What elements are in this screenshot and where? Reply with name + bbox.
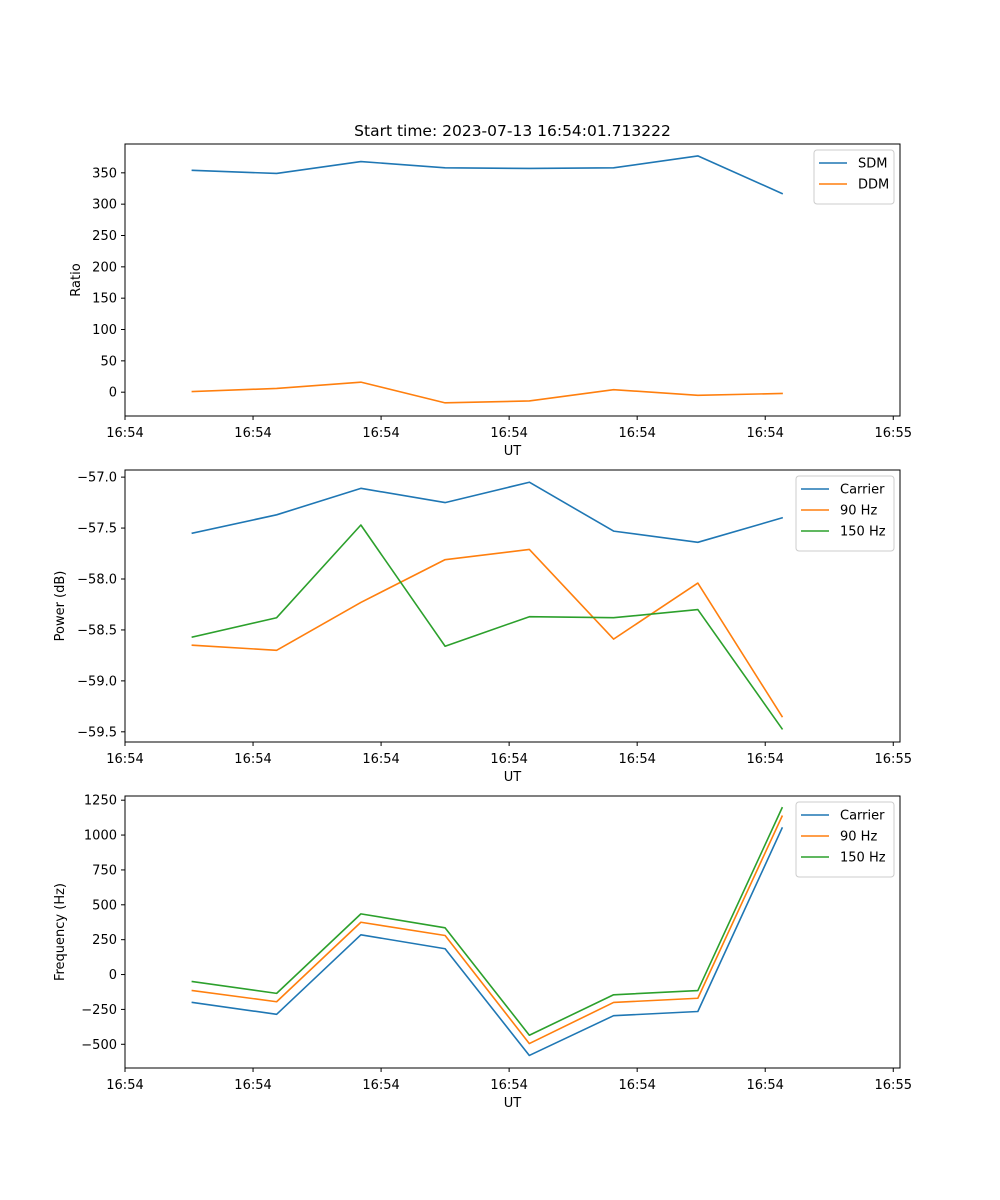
x-tick-label: 16:54 <box>490 752 527 767</box>
legend-label: SDM <box>858 157 887 172</box>
y-tick-label: −57.5 <box>77 522 117 537</box>
x-axis-label: UT <box>504 770 522 785</box>
y-tick-label: 250 <box>92 933 117 948</box>
y-axis-label: Power (dB) <box>53 571 68 642</box>
y-tick-label: 350 <box>92 166 117 181</box>
legend: SDM DDM <box>813 149 895 205</box>
legend-label: 90 Hz <box>840 504 877 519</box>
x-tick-label: 16:54 <box>746 426 783 441</box>
y-tick-label: −57.0 <box>77 471 117 486</box>
x-tick-label: 16:54 <box>618 752 655 767</box>
x-tick-label: 16:54 <box>362 1078 399 1093</box>
y-tick-label: −59.5 <box>77 725 117 740</box>
series-line-150-hz <box>191 806 784 1037</box>
x-tick-label: 16:55 <box>875 752 912 767</box>
y-tick-label: 50 <box>100 354 117 369</box>
y-tick-label: 100 <box>92 323 117 338</box>
x-tick-label: 16:54 <box>106 426 143 441</box>
x-tick-label: 16:55 <box>875 1078 912 1093</box>
chart-panel-2: 16:54 16:54 16:54 16:54 16:54 16:54 16:55 −59.5… <box>53 469 912 785</box>
x-tick-label: 16:54 <box>234 1078 271 1093</box>
y-tick-label: −58.0 <box>77 573 117 588</box>
plot-area-frame <box>124 469 901 743</box>
panels: 16:54 16:54 16:54 16:54 16:54 16:54 16:55 0 50 10… <box>53 143 912 1111</box>
legend-label: 150 Hz <box>840 851 886 866</box>
series-line-ddm <box>191 381 783 404</box>
legend: Carrier 90 Hz 150 Hz <box>795 475 895 552</box>
x-tick-label: 16:54 <box>490 1078 527 1093</box>
y-tick-label: 150 <box>92 292 117 307</box>
legend-label: DDM <box>858 178 889 193</box>
series-line-sdm <box>191 155 784 195</box>
y-tick-label: −250 <box>81 1003 117 1018</box>
x-tick-label: 16:54 <box>106 1078 143 1093</box>
x-tick-label: 16:54 <box>618 1078 655 1093</box>
x-tick-label: 16:54 <box>234 426 271 441</box>
y-tick-label: 200 <box>92 260 117 275</box>
chart-panel-1: 16:54 16:54 16:54 16:54 16:54 16:54 16:55 0 50 10… <box>69 143 912 459</box>
x-axis-label: UT <box>504 444 522 459</box>
y-tick-label: 250 <box>92 229 117 244</box>
y-tick-label: 0 <box>109 968 117 983</box>
x-axis-label: UT <box>504 1096 522 1111</box>
x-tick-label: 16:54 <box>746 1078 783 1093</box>
y-tick-label: −58.5 <box>77 623 117 638</box>
y-tick-label: 750 <box>92 863 117 878</box>
series-line-carrier <box>191 827 784 1057</box>
y-axis-label: Ratio <box>69 263 84 296</box>
y-tick-label: 500 <box>92 898 117 913</box>
x-tick-label: 16:54 <box>362 752 399 767</box>
y-tick-label: 1250 <box>84 794 117 809</box>
series-line-carrier <box>191 481 784 544</box>
legend-label: 90 Hz <box>840 830 877 845</box>
y-tick-label: −59.0 <box>77 674 117 689</box>
legend-box <box>795 475 895 552</box>
x-tick-label: 16:54 <box>234 752 271 767</box>
chart-title: Start time: 2023-07-13 16:54:01.713222 <box>354 122 671 140</box>
y-tick-label: 1000 <box>84 829 117 844</box>
series-line-90-hz <box>191 815 784 1045</box>
plot-area-frame <box>124 795 901 1069</box>
legend: Carrier 90 Hz 150 Hz <box>795 801 895 878</box>
x-tick-label: 16:54 <box>106 752 143 767</box>
legend-box <box>795 801 895 878</box>
x-tick-label: 16:55 <box>875 426 912 441</box>
y-axis-label: Frequency (Hz) <box>53 883 68 981</box>
legend-label: Carrier <box>840 809 885 824</box>
series-line-150-hz <box>191 524 784 730</box>
y-tick-label: 0 <box>109 386 117 401</box>
x-tick-label: 16:54 <box>362 426 399 441</box>
y-tick-label: 300 <box>92 198 117 213</box>
chart-panel-3: 16:54 16:54 16:54 16:54 16:54 16:54 16:55 −500 −… <box>53 794 912 1111</box>
plot-area-frame <box>124 143 901 417</box>
y-tick-label: −500 <box>81 1038 117 1053</box>
x-tick-label: 16:54 <box>618 426 655 441</box>
x-tick-label: 16:54 <box>746 752 783 767</box>
series-line-90-hz <box>191 548 784 718</box>
legend-label: 150 Hz <box>840 525 886 540</box>
legend-label: Carrier <box>840 483 885 498</box>
x-tick-label: 16:54 <box>490 426 527 441</box>
